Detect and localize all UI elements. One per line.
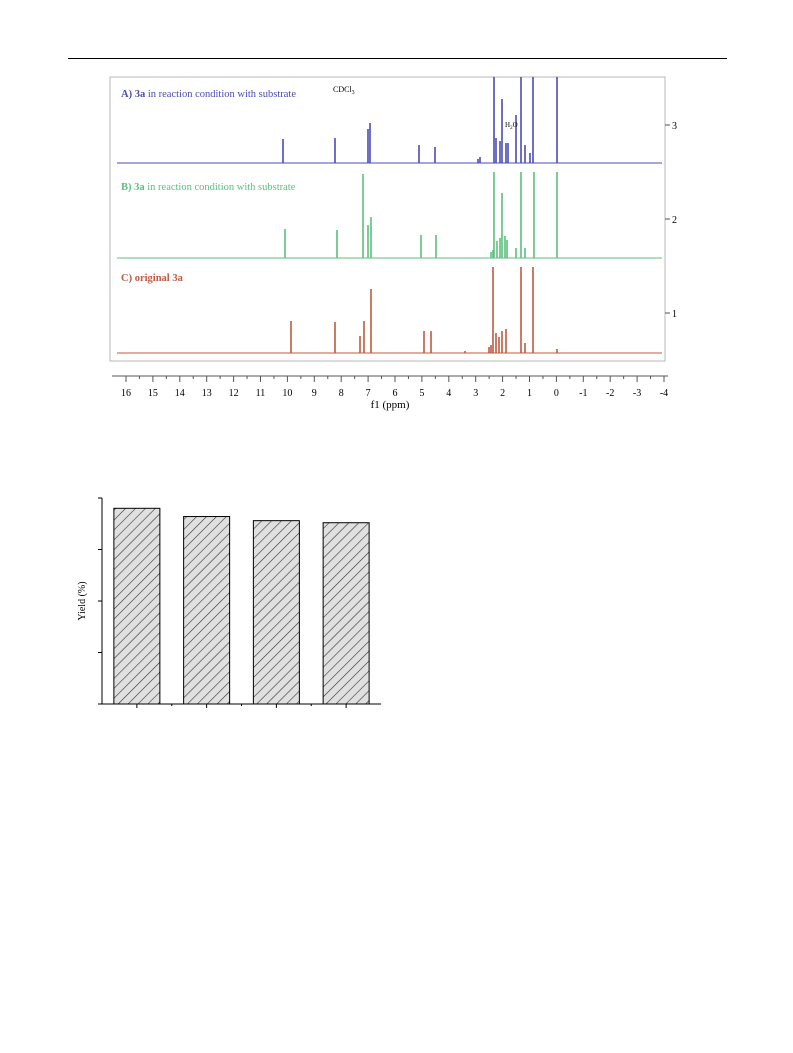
spectrum-a-label: A) 3a in reaction condition with substra… [121, 89, 296, 100]
nmr-x-tick-label: 8 [339, 388, 344, 399]
nmr-x-tick-label: -2 [606, 388, 614, 399]
nmr-x-tick-label: 3 [473, 388, 478, 399]
nmr-spectrum-trace [117, 267, 662, 354]
nmr-spectra [117, 77, 662, 354]
nmr-x-tick-label: 14 [175, 388, 185, 399]
water-peak-label: H2O [505, 121, 518, 131]
nmr-x-tick-label: -1 [579, 388, 587, 399]
nmr-x-tick-label: 15 [148, 388, 158, 399]
nmr-x-tick-label: 2 [500, 388, 505, 399]
header-rule [68, 58, 727, 59]
nmr-x-tick-label: 0 [554, 388, 559, 399]
bar-y-ticks [98, 497, 102, 705]
nmr-y-ticks: 3 2 1 [665, 121, 677, 320]
bar [252, 520, 300, 705]
nmr-x-tick-label: 5 [419, 388, 424, 399]
nmr-x-ticks: 16 15 14 13 12 11 10 9 8 7 6 5 4 3 2 1 0 -1 -2 -3 -4 [121, 376, 668, 399]
nmr-x-tick-label: 10 [282, 388, 292, 399]
nmr-x-tick-label: 13 [202, 388, 212, 399]
nmr-x-tick-label: 4 [446, 388, 451, 399]
nmr-x-tick-label: -4 [660, 388, 668, 399]
nmr-x-tick-label: 9 [312, 388, 317, 399]
nmr-x-axis-label: f1 (ppm) [371, 399, 410, 411]
nmr-x-tick-label: 1 [527, 388, 532, 399]
bar-y-axis-label: Yield (%) [77, 581, 88, 620]
nmr-figure: A) 3a in reaction condition with substra… [109, 76, 677, 411]
nmr-x-tick-label: 16 [121, 388, 131, 399]
bar [322, 522, 370, 705]
spectrum-c-label: C) original 3a [121, 273, 184, 284]
nmr-spectrum-trace [117, 77, 662, 164]
nmr-y-tick-label: 3 [672, 121, 677, 132]
nmr-x-tick-label: -3 [633, 388, 641, 399]
bar [113, 507, 161, 705]
nmr-spectrum-trace [117, 172, 662, 259]
bar [183, 516, 231, 705]
spectrum-b-label: B) 3a in reaction condition with substra… [121, 182, 296, 193]
bar-x-ticks [136, 704, 347, 708]
nmr-x-tick-label: 11 [256, 388, 266, 399]
nmr-x-tick-label: 12 [229, 388, 239, 399]
bars [113, 507, 370, 705]
nmr-y-tick-label: 1 [672, 309, 677, 320]
solvent-peak-label: CDCl3 [333, 85, 355, 96]
nmr-y-tick-label: 2 [672, 215, 677, 226]
nmr-x-tick-label: 7 [366, 388, 371, 399]
nmr-x-tick-label: 6 [393, 388, 398, 399]
